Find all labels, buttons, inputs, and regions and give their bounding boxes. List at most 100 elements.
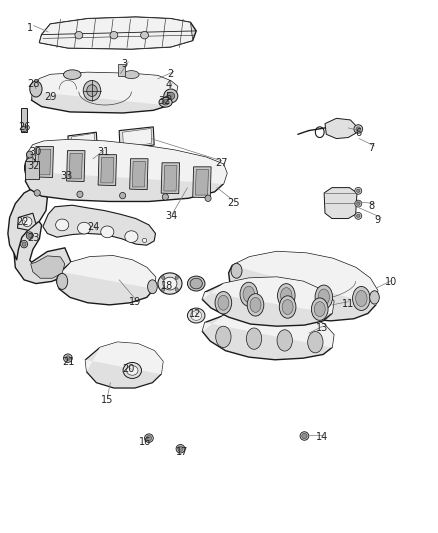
Text: 20: 20 bbox=[122, 364, 134, 374]
Polygon shape bbox=[324, 188, 357, 219]
Polygon shape bbox=[56, 256, 155, 289]
Ellipse shape bbox=[353, 287, 370, 310]
Ellipse shape bbox=[30, 81, 42, 97]
Polygon shape bbox=[229, 252, 378, 321]
Text: 14: 14 bbox=[316, 432, 328, 442]
Ellipse shape bbox=[21, 126, 28, 132]
Ellipse shape bbox=[370, 291, 379, 304]
Ellipse shape bbox=[246, 328, 261, 349]
Text: 6: 6 bbox=[356, 128, 362, 138]
Ellipse shape bbox=[127, 366, 138, 375]
Ellipse shape bbox=[315, 285, 332, 309]
Ellipse shape bbox=[218, 295, 229, 310]
Text: 25: 25 bbox=[227, 198, 240, 207]
Ellipse shape bbox=[142, 238, 147, 243]
Bar bbox=[118, 64, 125, 76]
Polygon shape bbox=[130, 159, 148, 190]
Polygon shape bbox=[56, 256, 155, 305]
Ellipse shape bbox=[26, 232, 33, 239]
Polygon shape bbox=[325, 118, 357, 139]
Text: 32: 32 bbox=[27, 161, 39, 171]
Ellipse shape bbox=[57, 273, 67, 289]
Polygon shape bbox=[31, 256, 65, 278]
Polygon shape bbox=[35, 147, 53, 177]
Ellipse shape bbox=[28, 233, 32, 238]
Polygon shape bbox=[119, 127, 154, 149]
Ellipse shape bbox=[145, 434, 153, 442]
Polygon shape bbox=[132, 161, 145, 187]
Text: 3: 3 bbox=[122, 59, 128, 69]
Ellipse shape bbox=[167, 92, 175, 100]
Ellipse shape bbox=[162, 193, 168, 200]
Text: 18: 18 bbox=[161, 281, 173, 290]
Text: 11: 11 bbox=[342, 299, 354, 309]
Text: 10: 10 bbox=[385, 278, 398, 287]
Polygon shape bbox=[71, 133, 95, 151]
Text: 12: 12 bbox=[189, 310, 201, 319]
Ellipse shape bbox=[21, 240, 28, 248]
Text: 9: 9 bbox=[374, 215, 381, 224]
Polygon shape bbox=[85, 342, 163, 388]
Polygon shape bbox=[123, 128, 152, 148]
Polygon shape bbox=[202, 277, 334, 326]
Ellipse shape bbox=[110, 31, 118, 39]
Ellipse shape bbox=[191, 311, 201, 320]
Text: 26: 26 bbox=[18, 122, 31, 132]
Ellipse shape bbox=[78, 222, 91, 234]
Text: 15: 15 bbox=[101, 395, 113, 405]
Polygon shape bbox=[27, 140, 227, 184]
Ellipse shape bbox=[162, 288, 165, 292]
Text: 27: 27 bbox=[215, 158, 228, 168]
Polygon shape bbox=[161, 163, 180, 193]
Text: 28: 28 bbox=[27, 79, 39, 89]
Ellipse shape bbox=[158, 273, 182, 294]
Ellipse shape bbox=[159, 98, 172, 107]
Ellipse shape bbox=[278, 284, 295, 308]
Ellipse shape bbox=[141, 31, 148, 39]
Ellipse shape bbox=[354, 125, 363, 133]
Text: 16: 16 bbox=[139, 438, 152, 447]
Ellipse shape bbox=[148, 280, 157, 294]
Ellipse shape bbox=[357, 214, 360, 217]
Polygon shape bbox=[98, 155, 117, 185]
Polygon shape bbox=[195, 169, 208, 195]
Ellipse shape bbox=[355, 187, 362, 194]
Polygon shape bbox=[39, 17, 193, 49]
Polygon shape bbox=[38, 149, 51, 175]
Ellipse shape bbox=[277, 330, 293, 351]
Ellipse shape bbox=[215, 326, 231, 348]
Ellipse shape bbox=[279, 296, 296, 318]
Ellipse shape bbox=[87, 85, 97, 96]
Ellipse shape bbox=[356, 127, 360, 131]
Ellipse shape bbox=[231, 263, 242, 278]
Ellipse shape bbox=[282, 300, 293, 314]
Polygon shape bbox=[18, 213, 36, 230]
Polygon shape bbox=[193, 167, 211, 198]
Ellipse shape bbox=[247, 294, 264, 316]
Text: 2: 2 bbox=[167, 69, 173, 78]
Polygon shape bbox=[202, 312, 334, 348]
Ellipse shape bbox=[190, 278, 202, 289]
Ellipse shape bbox=[77, 191, 83, 197]
Ellipse shape bbox=[120, 192, 126, 199]
Ellipse shape bbox=[205, 195, 211, 201]
Text: 21: 21 bbox=[62, 358, 74, 367]
Ellipse shape bbox=[175, 288, 178, 292]
Polygon shape bbox=[69, 154, 82, 179]
Ellipse shape bbox=[175, 276, 178, 279]
Ellipse shape bbox=[125, 231, 138, 243]
Ellipse shape bbox=[162, 100, 169, 105]
Ellipse shape bbox=[65, 356, 70, 360]
Text: 8: 8 bbox=[368, 201, 374, 211]
Ellipse shape bbox=[123, 362, 141, 378]
Ellipse shape bbox=[25, 157, 37, 179]
Ellipse shape bbox=[27, 151, 33, 158]
Ellipse shape bbox=[64, 70, 81, 79]
Text: 19: 19 bbox=[129, 297, 141, 306]
Text: 13: 13 bbox=[316, 324, 328, 333]
Ellipse shape bbox=[176, 445, 185, 453]
Polygon shape bbox=[85, 342, 163, 374]
Ellipse shape bbox=[356, 290, 367, 306]
Ellipse shape bbox=[307, 332, 323, 353]
Polygon shape bbox=[43, 205, 155, 245]
